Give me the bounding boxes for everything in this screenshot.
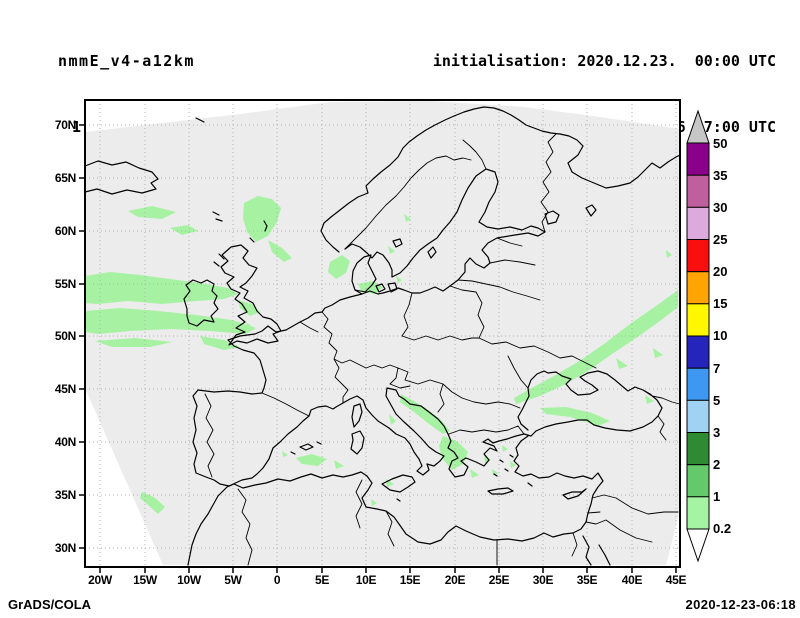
coastline-shetland-orkney (213, 220, 268, 267)
lon-label: 45E (666, 573, 687, 587)
colorbar-box (686, 496, 710, 530)
lat-label: 40N (55, 435, 76, 449)
coastline-atlantic-west-europe (192, 293, 363, 487)
colorbar-above-max-triangle (686, 109, 710, 144)
coastline-baltic (344, 168, 546, 295)
lat-label: 65N (55, 171, 76, 185)
colorbar: 50 35 30 25 20 15 10 7 5 3 2 1 0.2 (686, 109, 731, 563)
coastline-ireland (183, 279, 219, 327)
lat-label: 30N (55, 541, 76, 555)
colorbar-label: 3 (713, 425, 720, 440)
precip-patch-blacksea-south (540, 407, 610, 426)
colorbar-box (686, 142, 710, 176)
lon-label: 35E (577, 573, 598, 587)
precip-patch-madeira (140, 492, 165, 514)
precip-patch-blacksea-band (514, 290, 678, 404)
colorbar-box (686, 174, 710, 208)
colorbar-box (686, 303, 710, 337)
lat-label: 60N (55, 224, 76, 238)
colorbar-box (686, 271, 710, 305)
precip-shading-layer (85, 196, 678, 514)
precip-patch-atlantic-2 (85, 308, 256, 334)
lon-label: 15E (400, 573, 421, 587)
lon-label: 20W (88, 573, 113, 587)
colorbar-label: 7 (713, 361, 720, 376)
lon-label: 30E (533, 573, 554, 587)
coastline-jan-mayen (195, 117, 205, 123)
colorbar-label: 20 (713, 264, 727, 279)
colorbar-below-min-triangle (686, 528, 710, 563)
border-lines (204, 133, 681, 566)
lon-axis-labels: 20W 15W 10W 5W 0 5E 10E 15E 20E 25E 30E … (88, 573, 687, 587)
lon-label: 10E (356, 573, 377, 587)
lat-label: 70N (55, 118, 76, 132)
precip-patch-sicily (371, 479, 394, 506)
colorbar-label: 10 (713, 328, 727, 343)
colorbar-labels: 50 35 30 25 20 15 10 7 5 3 2 1 0.2 (713, 136, 731, 536)
precip-patch-atlantic-1 (85, 272, 238, 304)
coastline-britain (220, 244, 282, 346)
precip-patch-balearics (282, 451, 344, 469)
lon-label: 5W (224, 573, 242, 587)
colorbar-label: 50 (713, 136, 727, 151)
lon-tick-marks (99, 567, 677, 573)
model-domain-area (85, 101, 680, 565)
precip-patch-brittany (200, 336, 240, 350)
grads-credit: GrADS/COLA (8, 597, 92, 612)
lat-tick-marks (79, 124, 85, 549)
coastline-norway-arctic (320, 106, 681, 253)
precip-patch-north-sea (328, 255, 402, 294)
lon-label: 25E (489, 573, 510, 587)
lon-label: 0 (274, 573, 281, 587)
lat-label: 35N (55, 488, 76, 502)
colorbar-box (686, 432, 710, 466)
coastline-med-islands (290, 403, 587, 502)
colorbar-label: 5 (713, 393, 720, 408)
map-frame (84, 99, 681, 568)
colorbar-label: 15 (713, 296, 727, 311)
lat-axis-labels: 70N 65N 60N 55N 50N 45N 40N 35N 30N (55, 118, 76, 555)
colorbar-box (686, 239, 710, 273)
colorbar-label: 30 (713, 200, 727, 215)
precip-patch-greece (439, 436, 516, 478)
coastline-red-sea (582, 535, 611, 566)
creation-timestamp: 2020-12-23-06:18 (685, 597, 796, 612)
coastline-black-sea (517, 370, 663, 432)
border-layer (204, 133, 681, 566)
precip-patch-atlantic-3 (95, 338, 172, 347)
coastline-mediterranean-north (228, 387, 537, 487)
colorbar-label: 35 (713, 168, 727, 183)
lon-label: 40E (622, 573, 643, 587)
precip-patch-norway-coast (388, 214, 411, 254)
initialisation-time: initialisation: 2020.12.23. 00:00 UTC (432, 52, 776, 70)
coastline-layer (84, 106, 681, 566)
coastline-faroes (212, 211, 223, 222)
coastline-iceland (84, 160, 159, 195)
colorbar-box (686, 464, 710, 498)
precip-patch-faroe-shetland (243, 196, 292, 262)
colorbar-label: 0.2 (713, 521, 731, 536)
lat-label: 50N (55, 329, 76, 343)
colorbar-label: 1 (713, 489, 720, 504)
lon-label: 10W (177, 573, 202, 587)
lon-label: 15W (133, 573, 158, 587)
coastline-lakes (392, 204, 597, 248)
model-name: nmmE_v4-a12km (58, 52, 195, 70)
precip-patch-adriatic (389, 394, 450, 434)
precip-patch-nw-scotland (128, 206, 198, 235)
lon-label: 5E (315, 573, 329, 587)
precip-patch-irish-sea (238, 300, 260, 331)
colorbar-box (686, 399, 710, 433)
lat-label: 55N (55, 277, 76, 291)
colorbar-box (686, 206, 710, 241)
colorbar-label: 2 (713, 457, 720, 472)
colorbar-box (686, 335, 710, 369)
lon-label: 20E (445, 573, 466, 587)
colorbar-box (686, 367, 710, 401)
lat-label: 45N (55, 382, 76, 396)
coastline-turkey-levant-africa (187, 435, 604, 566)
colorbar-label: 25 (713, 232, 727, 247)
